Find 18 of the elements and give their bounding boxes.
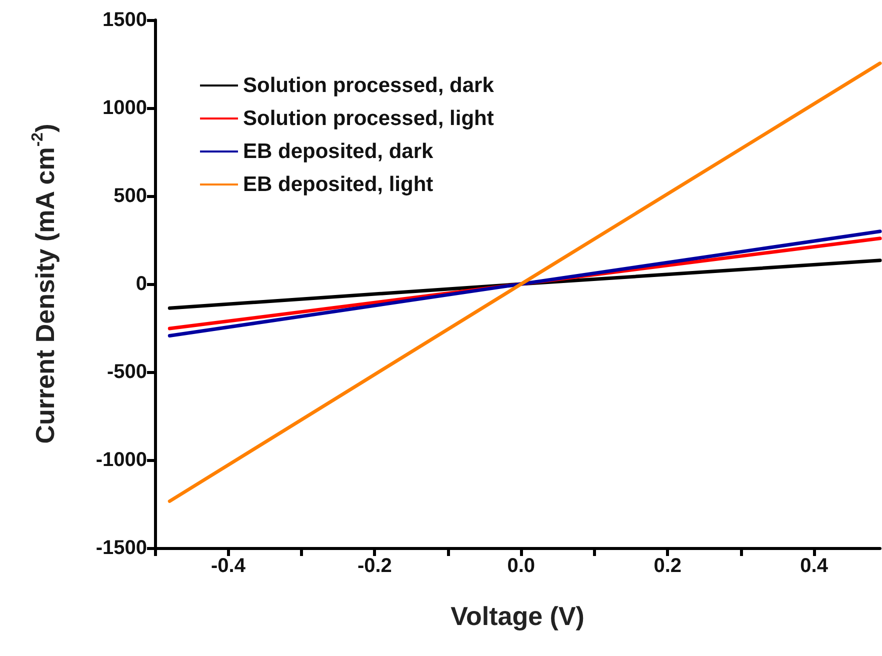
y-tick-label: -500	[106, 361, 147, 383]
y-tick-label: -1000	[96, 449, 147, 471]
y-tick-label: 1000	[102, 97, 147, 119]
x-tick-label: 0.0	[507, 555, 536, 577]
x-tick-label: 0.4	[800, 555, 829, 577]
legend-label: EB deposited, dark	[243, 140, 434, 163]
x-tick-label: 0.2	[654, 555, 682, 577]
x-tick-label: -0.2	[357, 555, 392, 577]
legend-label: Solution processed, dark	[243, 74, 494, 97]
x-axis-title: Voltage (V)	[450, 601, 584, 631]
legend-label: EB deposited, light	[243, 173, 434, 196]
x-tick-label: -0.4	[211, 555, 246, 577]
legend-label: Solution processed, light	[243, 107, 494, 130]
y-axis-title: Current Density (mA cm-2)	[30, 124, 60, 444]
y-tick-label: 1500	[102, 9, 147, 31]
y-tick-label: 500	[114, 185, 147, 207]
y-tick-label: -1500	[96, 537, 147, 559]
y-tick-label: 0	[136, 273, 147, 295]
